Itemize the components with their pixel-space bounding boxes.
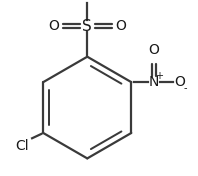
Text: S: S (82, 19, 92, 34)
Text: N: N (149, 75, 159, 89)
Text: +: + (155, 71, 163, 81)
Text: O: O (116, 19, 127, 33)
Text: -: - (183, 83, 187, 93)
Text: O: O (148, 43, 159, 57)
Text: O: O (48, 19, 59, 33)
Text: Cl: Cl (15, 139, 29, 153)
Text: O: O (174, 75, 185, 89)
